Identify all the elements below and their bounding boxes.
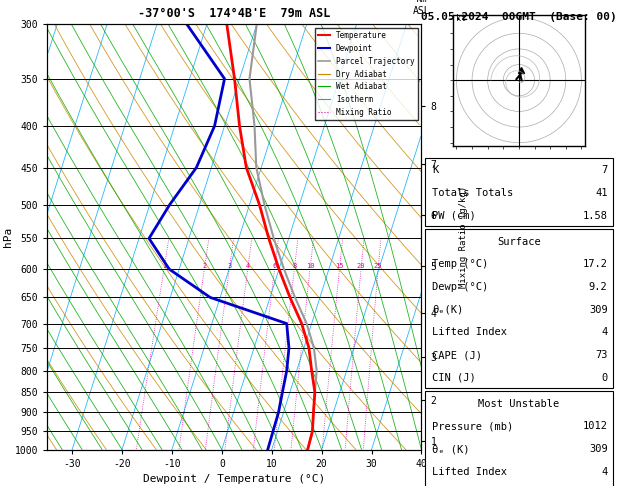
Text: 2: 2 [203, 263, 206, 269]
Text: Pressure (mb): Pressure (mb) [432, 421, 513, 432]
Text: 4: 4 [245, 263, 250, 269]
Bar [425, 391, 613, 486]
X-axis label: Dewpoint / Temperature (°C): Dewpoint / Temperature (°C) [143, 474, 325, 484]
Text: Lifted Index: Lifted Index [432, 467, 507, 477]
Text: Most Unstable: Most Unstable [478, 399, 560, 409]
Text: CIN (J): CIN (J) [432, 373, 476, 383]
Text: km
ASL: km ASL [413, 0, 430, 16]
Text: 25: 25 [374, 263, 382, 269]
Text: 1: 1 [162, 263, 166, 269]
Text: -37°00'S  174°4B'E  79m ASL: -37°00'S 174°4B'E 79m ASL [138, 7, 330, 20]
Text: 1012: 1012 [582, 421, 608, 432]
Text: 6: 6 [272, 263, 277, 269]
Text: 9.2: 9.2 [589, 282, 608, 292]
Text: 4: 4 [601, 328, 608, 337]
Text: 7: 7 [601, 165, 608, 175]
Text: Temp (°C): Temp (°C) [432, 260, 488, 269]
Legend: Temperature, Dewpoint, Parcel Trajectory, Dry Adiabat, Wet Adiabat, Isotherm, Mi: Temperature, Dewpoint, Parcel Trajectory… [315, 28, 418, 120]
Text: 41: 41 [595, 188, 608, 198]
Text: 309: 309 [589, 444, 608, 454]
Text: 309: 309 [589, 305, 608, 315]
Text: 15: 15 [335, 263, 343, 269]
Text: 05.05.2024  00GMT  (Base: 00): 05.05.2024 00GMT (Base: 00) [421, 12, 617, 22]
Bar [425, 158, 613, 226]
Bar [425, 229, 613, 388]
Text: 1.58: 1.58 [582, 211, 608, 221]
Text: 0: 0 [601, 373, 608, 383]
Text: 10: 10 [306, 263, 314, 269]
Text: Surface: Surface [497, 237, 541, 247]
Text: kt: kt [457, 14, 467, 23]
Text: Lifted Index: Lifted Index [432, 328, 507, 337]
Y-axis label: hPa: hPa [3, 227, 13, 247]
Text: Dewp (°C): Dewp (°C) [432, 282, 488, 292]
Text: LCL: LCL [424, 413, 439, 421]
Text: θₑ (K): θₑ (K) [432, 444, 470, 454]
Text: 17.2: 17.2 [582, 260, 608, 269]
Text: 8: 8 [292, 263, 296, 269]
Text: 73: 73 [595, 350, 608, 360]
Text: K: K [432, 165, 438, 175]
Text: Totals Totals: Totals Totals [432, 188, 513, 198]
Text: Mixing Ratio (g/kg): Mixing Ratio (g/kg) [459, 186, 468, 288]
Text: 4: 4 [601, 467, 608, 477]
Text: PW (cm): PW (cm) [432, 211, 476, 221]
Text: 3: 3 [227, 263, 231, 269]
Text: θₑ(K): θₑ(K) [432, 305, 464, 315]
Text: 20: 20 [357, 263, 365, 269]
Text: CAPE (J): CAPE (J) [432, 350, 482, 360]
